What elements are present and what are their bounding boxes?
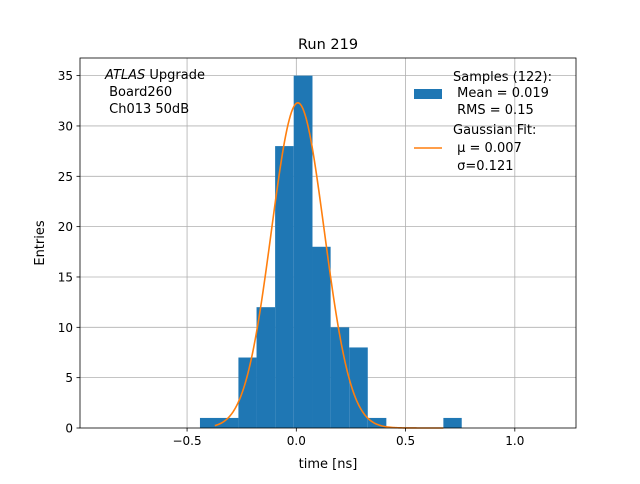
histogram-bar [293,75,313,428]
y-tick-label: 20 [58,220,73,234]
y-tick-label: 35 [58,69,73,83]
histogram-bar [330,327,350,428]
legend-histogram-rms: RMS = 0.15 [453,103,534,118]
y-tick-label: 10 [58,321,73,335]
legend-histogram-label: Samples (122): [453,70,552,85]
x-axis-ticks: −0.5 0.0 0.5 1.0 [172,428,524,448]
y-axis-label: Entries [33,220,48,266]
x-tick-label: 0.5 [396,434,415,448]
y-tick-label: 5 [65,371,73,385]
annotation-atlas-italic: ATLAS [104,68,145,83]
x-axis-label: time [ns] [299,457,358,472]
annotation-line-3: Ch013 50dB [105,102,189,117]
x-tick-label: 0.0 [287,434,306,448]
plot-frame [79,57,577,429]
chart-title: Run 219 [298,37,358,53]
y-axis-ticks: 0 5 10 15 20 25 30 35 [58,69,80,436]
x-tick-label: 1.0 [505,434,524,448]
legend-histogram-swatch [414,89,442,99]
legend-histogram-mean: Mean = 0.019 [453,86,549,101]
histogram-bar [275,146,294,428]
histogram-bar [312,246,331,428]
x-tick-label: −0.5 [172,434,201,448]
histogram-bar [199,417,239,428]
y-tick-label: 0 [65,422,73,436]
annotation-line-2: Board260 [105,85,172,100]
y-tick-label: 25 [58,170,73,184]
histogram-bar [349,347,368,428]
legend-fit-sigma: σ=0.121 [453,159,513,174]
y-tick-label: 30 [58,119,73,133]
legend-fit-mu: μ = 0.007 [453,141,522,156]
legend: Samples (122): Mean = 0.019 RMS = 0.15 G… [414,70,552,174]
histogram-bar [367,417,387,428]
atlas-annotation: ATLAS Upgrade Board260 Ch013 50dB [104,68,205,117]
legend-fit-label: Gaussian Fit: [453,123,536,138]
annotation-line-1: ATLAS Upgrade [104,68,205,83]
histogram-bar [443,417,462,428]
histogram-bar [256,307,276,428]
y-tick-label: 15 [58,270,73,284]
histogram-bar [238,357,257,428]
annotation-upgrade: Upgrade [145,68,205,83]
histogram-bars [199,75,462,428]
